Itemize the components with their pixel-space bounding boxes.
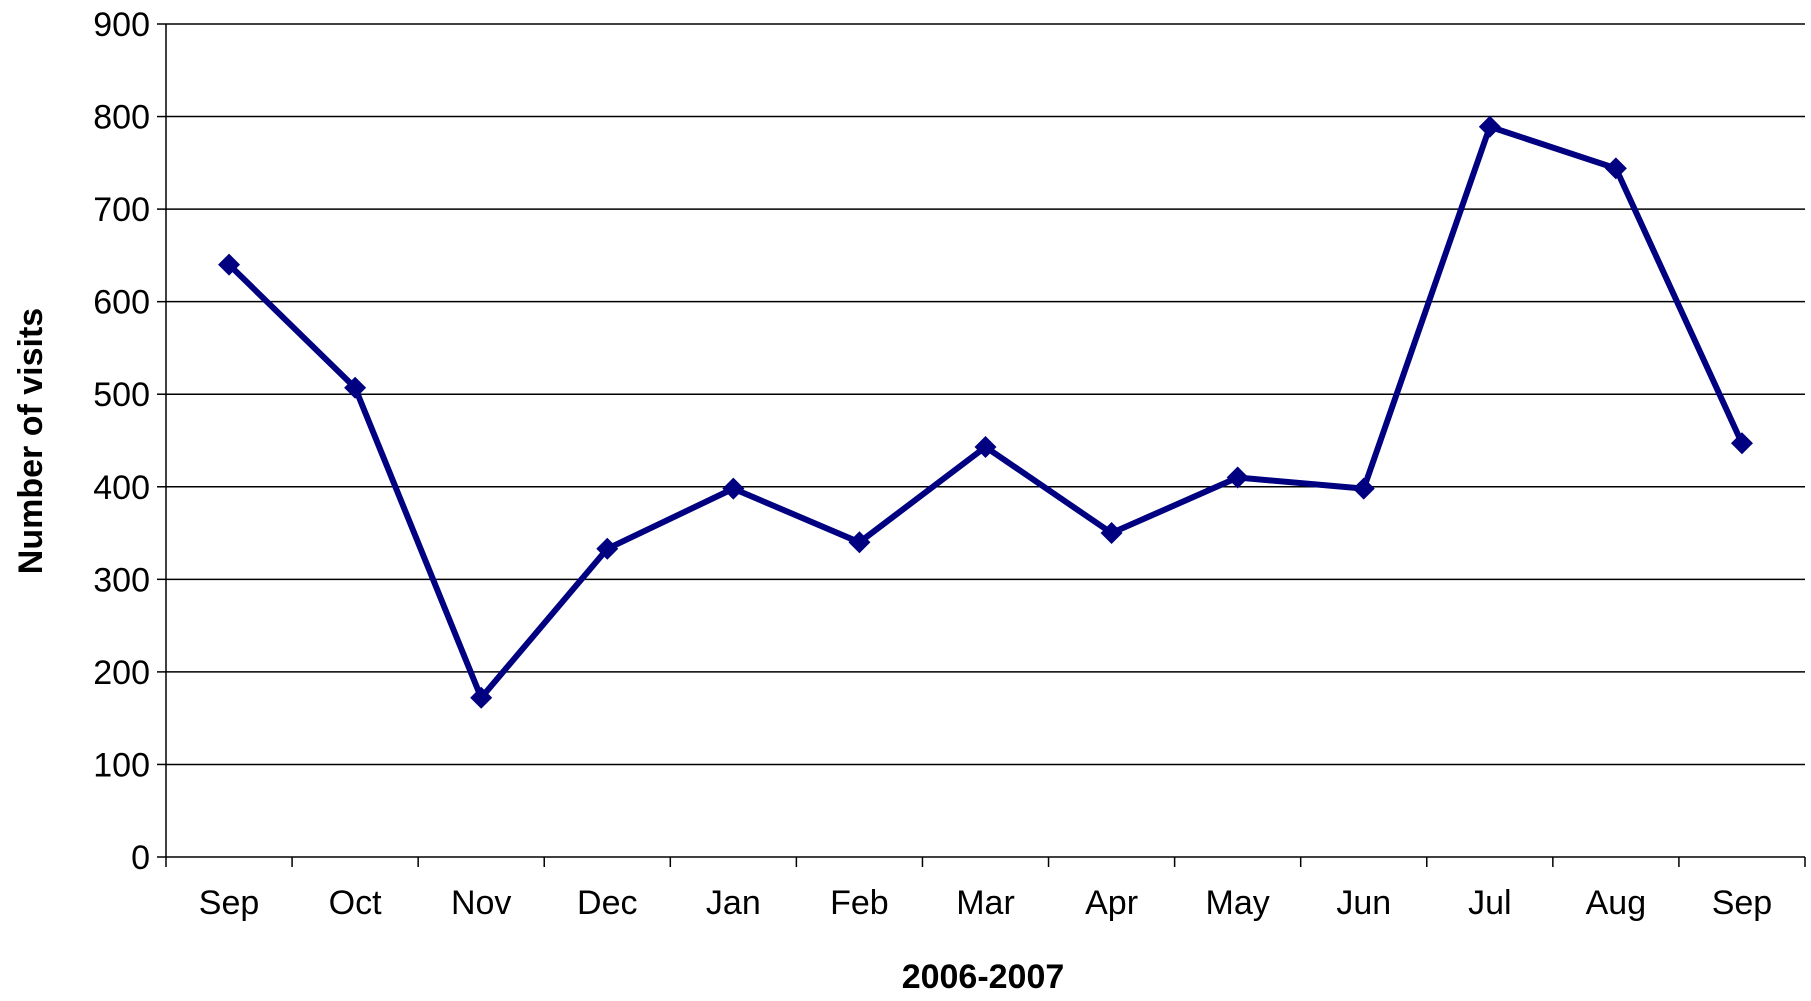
y-tick-label-900: 900 [93, 6, 150, 44]
x-tick-label-apr-7: Apr [1085, 884, 1138, 922]
x-tick-label-may-8: May [1206, 884, 1270, 922]
y-tick-label-500: 500 [93, 376, 150, 414]
x-tick-label-mar-6: Mar [956, 884, 1015, 922]
gridlines [166, 23, 1805, 766]
data-point-dec-3 [596, 537, 619, 560]
data-point-apr-7 [1100, 522, 1123, 545]
y-tick-label-700: 700 [93, 191, 150, 229]
x-tick-label-nov-2: Nov [451, 884, 511, 922]
x-tick-label-jun-9: Jun [1336, 884, 1391, 922]
series-line-0 [226, 123, 1745, 701]
x-axis-title: 2006-2007 [902, 958, 1065, 996]
y-tick-label-300: 300 [93, 561, 150, 599]
y-tick-label-0: 0 [131, 839, 150, 877]
x-tick-label-sep-12: Sep [1712, 884, 1773, 922]
x-tick-label-oct-1: Oct [329, 884, 382, 922]
data-point-aug-11 [1604, 157, 1627, 180]
data-point-sep-0 [218, 253, 241, 276]
data-point-jun-9 [1352, 477, 1375, 500]
x-tick-label-jul-10: Jul [1468, 884, 1511, 922]
axes: 0 100 200 300 400 500 600 700 800 900 Sep Oct Nov Dec… [93, 6, 1806, 922]
data-point-oct-1 [344, 376, 367, 399]
data-point-nov-2 [470, 686, 493, 709]
x-tick-label-feb-5: Feb [830, 884, 889, 922]
data-point-jan-4 [722, 477, 745, 500]
x-tick-label-sep-0: Sep [199, 884, 260, 922]
y-tick-label-100: 100 [93, 746, 150, 784]
y-tick-label-400: 400 [93, 469, 150, 507]
y-axis-title: Number of visits [12, 308, 50, 574]
y-tick-label-600: 600 [93, 284, 150, 322]
data-point-feb-5 [848, 531, 871, 554]
y-tick-label-200: 200 [93, 654, 150, 692]
y-tick-label-800: 800 [93, 99, 150, 137]
data-point-sep-12 [1730, 432, 1753, 455]
data-point-may-8 [1226, 466, 1249, 489]
x-tick-label-dec-3: Dec [577, 884, 637, 922]
data-point-jul-10 [1478, 115, 1501, 138]
series-layer [218, 115, 1753, 709]
x-tick-label-aug-11: Aug [1586, 884, 1647, 922]
x-tick-label-jan-4: Jan [706, 884, 761, 922]
data-point-mar-6 [974, 435, 997, 458]
